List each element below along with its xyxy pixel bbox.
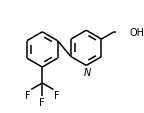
Text: N: N [83,67,91,77]
Text: OH: OH [129,28,144,38]
Text: F: F [39,98,45,107]
Text: F: F [25,90,30,100]
Text: F: F [54,90,60,100]
